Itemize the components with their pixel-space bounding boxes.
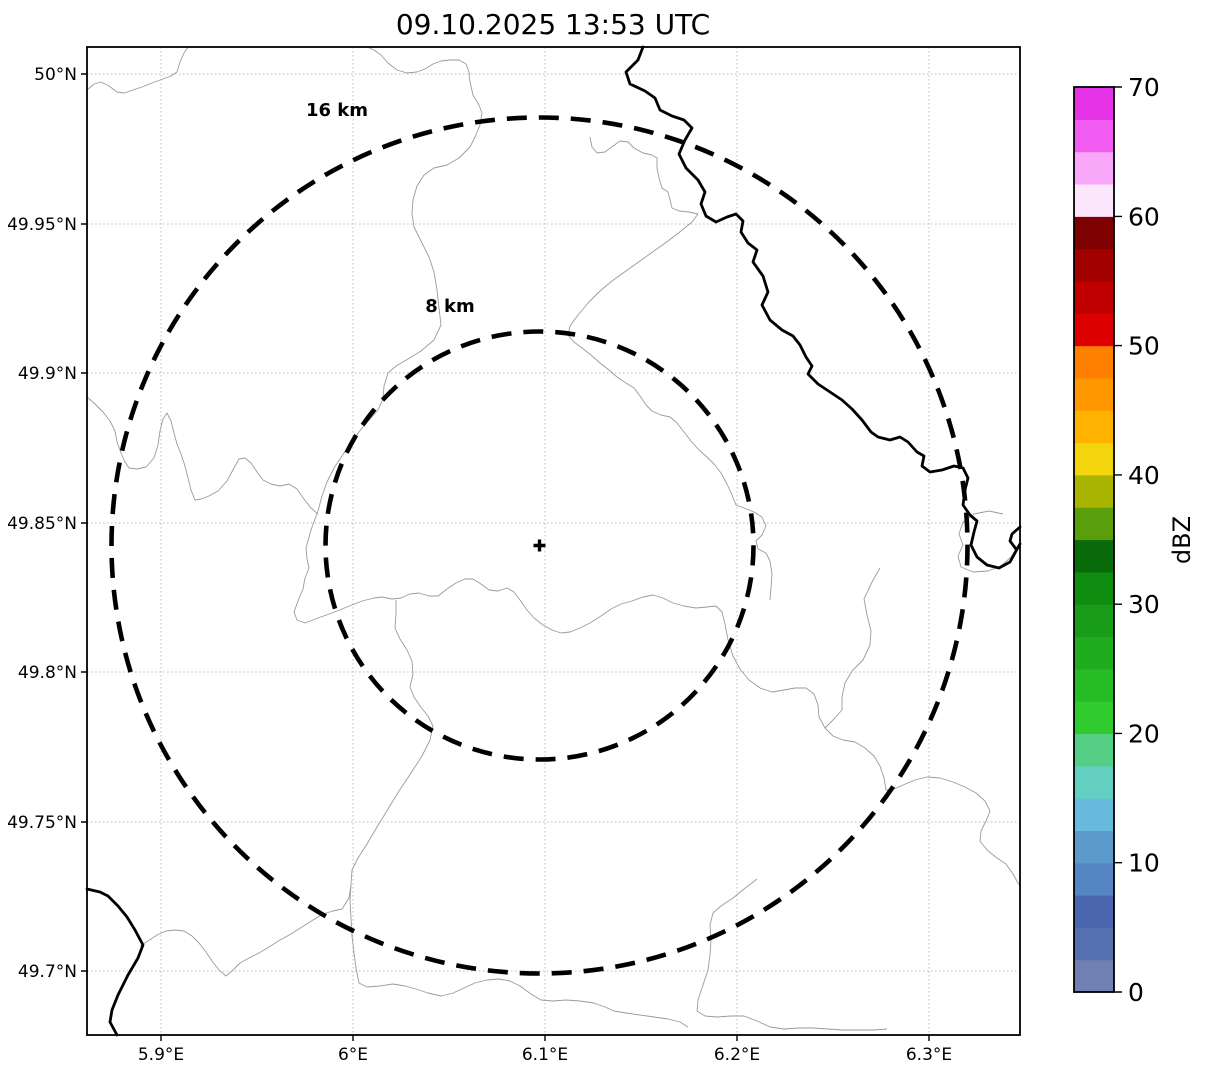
latitude-axis-labels: 50°N 49.95°N 49.9°N 49.85°N 49.8°N 49.75…: [7, 65, 77, 982]
colorbar-segment: [1074, 927, 1114, 961]
colorbar-segment: [1074, 539, 1114, 573]
lat-tick-label: 49.7°N: [18, 962, 77, 982]
colorbar-segment: [1074, 410, 1114, 444]
radar-location-marker: [533, 539, 546, 552]
colorbar-segment: [1074, 701, 1114, 735]
range-ring-8km-label: 8 km: [425, 296, 475, 317]
colorbar-segment: [1074, 798, 1114, 831]
cbar-tick-label: 20: [1128, 719, 1160, 748]
range-ring-8km: [323, 329, 756, 762]
lat-tick-label: 49.9°N: [18, 364, 77, 384]
lon-tick-label: 5.9°E: [138, 1045, 184, 1065]
colorbar-segment: [1074, 733, 1114, 767]
colorbar-segment: [1074, 830, 1114, 864]
range-ring-16km-label: 16 km: [306, 100, 368, 121]
cbar-tick-label: 60: [1128, 202, 1160, 231]
axis-tick-marks: [81, 73, 930, 1041]
colorbar-segment: [1074, 765, 1114, 799]
colorbar-segment: [1074, 571, 1114, 605]
colorbar-segment: [1074, 959, 1114, 993]
lat-tick-label: 49.95°N: [7, 215, 77, 235]
country-border-river-line: [85, 45, 1022, 1037]
cbar-tick-label: 40: [1128, 461, 1160, 490]
cbar-tick-label: 50: [1128, 332, 1160, 361]
cbar-tick-label: 0: [1128, 978, 1144, 1007]
colorbar-segment: [1074, 507, 1114, 541]
lon-tick-label: 6.1°E: [522, 1045, 568, 1065]
colorbar-segment: [1074, 474, 1114, 508]
lat-tick-label: 50°N: [34, 65, 77, 85]
colorbar-segment: [1074, 280, 1114, 314]
colorbar-segment: [1074, 313, 1114, 347]
colorbar-segment: [1074, 895, 1114, 928]
colorbar-segment: [1074, 87, 1114, 120]
graticule-gridlines: [87, 47, 1020, 1035]
figure-title: 09.10.2025 13:53 UTC: [396, 8, 710, 41]
colorbar-segment: [1074, 183, 1114, 217]
colorbar-segment: [1074, 216, 1114, 250]
map-boundary-lines: [86, 46, 1022, 1031]
colorbar-tick-marks: [1114, 86, 1122, 993]
colorbar-segment: [1074, 119, 1114, 153]
colorbar-segment: [1074, 668, 1114, 702]
colorbar-segment: [1074, 604, 1114, 638]
lat-tick-label: 49.85°N: [7, 514, 77, 534]
colorbar-unit-label: dBZ: [1168, 516, 1196, 564]
lat-tick-label: 49.75°N: [7, 813, 77, 833]
colorbar-segment: [1074, 345, 1114, 379]
colorbar: 0 10 20 30 40 50 60 70 dBZ: [1073, 73, 1196, 1007]
range-ring-16km: [109, 115, 970, 976]
colorbar-segment: [1074, 636, 1114, 670]
lon-tick-label: 6°E: [338, 1045, 368, 1065]
range-rings: 16 km 8 km: [109, 100, 970, 976]
colorbar-segment: [1074, 248, 1114, 282]
colorbar-tick-labels: 0 10 20 30 40 50 60 70: [1128, 73, 1160, 1007]
colorbar-segment: [1074, 862, 1114, 896]
colorbar-gradient: [1074, 87, 1114, 993]
plot-frame: [86, 46, 1021, 1036]
longitude-axis-labels: 5.9°E 6°E 6.1°E 6.2°E 6.3°E: [138, 1045, 952, 1065]
cbar-tick-label: 70: [1128, 73, 1160, 102]
lon-tick-label: 6.3°E: [906, 1045, 952, 1065]
cbar-tick-label: 30: [1128, 590, 1160, 619]
colorbar-segment: [1074, 151, 1114, 185]
colorbar-segment: [1074, 442, 1114, 476]
colorbar-frame: [1073, 86, 1115, 993]
colorbar-segment: [1074, 377, 1114, 411]
cbar-tick-label: 10: [1128, 849, 1160, 878]
lat-tick-label: 49.8°N: [18, 663, 77, 683]
lon-tick-label: 6.2°E: [714, 1045, 760, 1065]
